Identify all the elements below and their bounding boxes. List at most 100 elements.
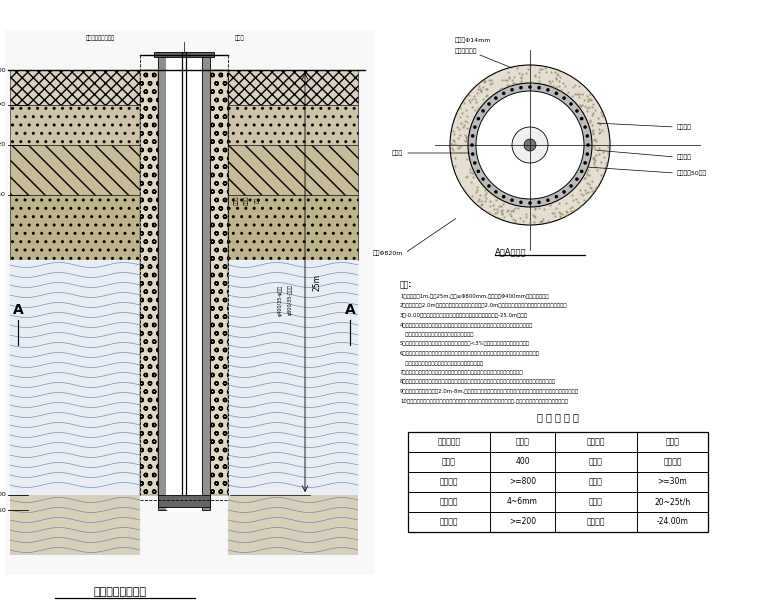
Bar <box>10 495 140 555</box>
Point <box>508 215 520 224</box>
Point <box>585 95 597 105</box>
Circle shape <box>512 127 548 163</box>
Point <box>590 150 602 160</box>
Point <box>522 64 534 74</box>
Text: 钢筋数量: 钢筋数量 <box>440 517 458 527</box>
Point <box>540 67 553 77</box>
Point <box>486 200 499 210</box>
Point <box>560 206 572 216</box>
Text: φ800/35-滤水管: φ800/35-滤水管 <box>288 285 293 316</box>
Point <box>593 143 605 153</box>
Point <box>577 190 589 199</box>
Point <box>461 171 473 181</box>
Text: 过滤网: 过滤网 <box>243 195 249 205</box>
Point <box>581 168 593 178</box>
Point <box>566 91 578 101</box>
Point <box>584 182 596 192</box>
Point <box>535 216 547 226</box>
Point <box>581 103 593 112</box>
Point <box>538 204 550 214</box>
Point <box>549 73 562 83</box>
Circle shape <box>471 152 474 156</box>
Point <box>598 152 610 162</box>
Point <box>553 72 565 82</box>
Point <box>471 185 483 195</box>
Bar <box>228 105 358 145</box>
Point <box>590 182 602 192</box>
Point <box>586 186 598 196</box>
Point <box>483 75 495 85</box>
Point <box>595 170 607 180</box>
Point <box>512 204 524 213</box>
Point <box>501 206 513 215</box>
Point <box>529 204 541 213</box>
Bar <box>5 30 375 575</box>
Bar <box>228 260 358 495</box>
Point <box>507 78 519 88</box>
Point <box>560 198 572 207</box>
Point <box>497 199 509 209</box>
Text: 流　量: 流 量 <box>589 497 603 506</box>
Point <box>573 81 585 91</box>
Circle shape <box>476 91 584 199</box>
Point <box>594 126 606 136</box>
Point <box>527 210 539 220</box>
Point <box>471 182 483 192</box>
Point <box>589 184 601 193</box>
Point <box>496 210 508 219</box>
Point <box>545 67 557 77</box>
Point <box>475 86 487 95</box>
Point <box>477 83 489 92</box>
Point <box>592 119 604 128</box>
Text: A－A剖面图: A－A剖面图 <box>495 247 527 256</box>
Point <box>537 214 549 224</box>
Point <box>473 190 486 200</box>
Point <box>449 139 461 148</box>
Point <box>496 83 508 93</box>
Point <box>454 103 466 113</box>
Point <box>479 185 491 195</box>
Point <box>571 89 583 98</box>
Point <box>448 162 461 171</box>
Point <box>553 207 565 217</box>
Bar <box>158 55 166 510</box>
Point <box>586 126 598 136</box>
Point <box>477 94 489 104</box>
Point <box>584 94 596 104</box>
Point <box>473 196 485 206</box>
Bar <box>154 52 214 57</box>
Point <box>583 170 595 180</box>
Point <box>469 105 481 114</box>
Point <box>534 67 546 77</box>
Text: -24.00m: -24.00m <box>657 517 689 527</box>
Text: 量　值: 量 值 <box>666 438 679 446</box>
Point <box>445 139 457 148</box>
Circle shape <box>450 65 610 225</box>
Point <box>503 80 515 90</box>
Point <box>463 95 475 105</box>
Point <box>561 207 573 217</box>
Point <box>551 69 563 79</box>
Point <box>544 200 556 210</box>
Point <box>448 134 460 144</box>
Point <box>501 80 513 90</box>
Text: 泵　型: 泵 型 <box>589 457 603 466</box>
Point <box>502 67 514 77</box>
Point <box>509 216 521 226</box>
Point <box>484 202 496 212</box>
Point <box>588 159 600 169</box>
Circle shape <box>524 139 536 151</box>
Circle shape <box>562 96 566 100</box>
Point <box>503 73 515 83</box>
Point <box>480 188 492 198</box>
Point <box>578 101 591 111</box>
Point <box>475 196 487 206</box>
Point <box>455 141 467 151</box>
Point <box>506 75 518 85</box>
Point <box>572 89 584 99</box>
Circle shape <box>575 109 578 112</box>
Point <box>473 194 486 204</box>
Circle shape <box>510 88 514 92</box>
Text: 10、降水基础在材磁磁磁位置之旋稳磁！磁旋完成工，叫磁磁磁旋旋旋旋护磁,称（磁磁磁磁旋），磁旋磁磁水旋。: 10、降水基础在材磁磁磁位置之旋稳磁！磁旋完成工，叫磁磁磁旋旋旋旋护磁,称（磁磁… <box>400 398 568 404</box>
Point <box>460 172 472 182</box>
